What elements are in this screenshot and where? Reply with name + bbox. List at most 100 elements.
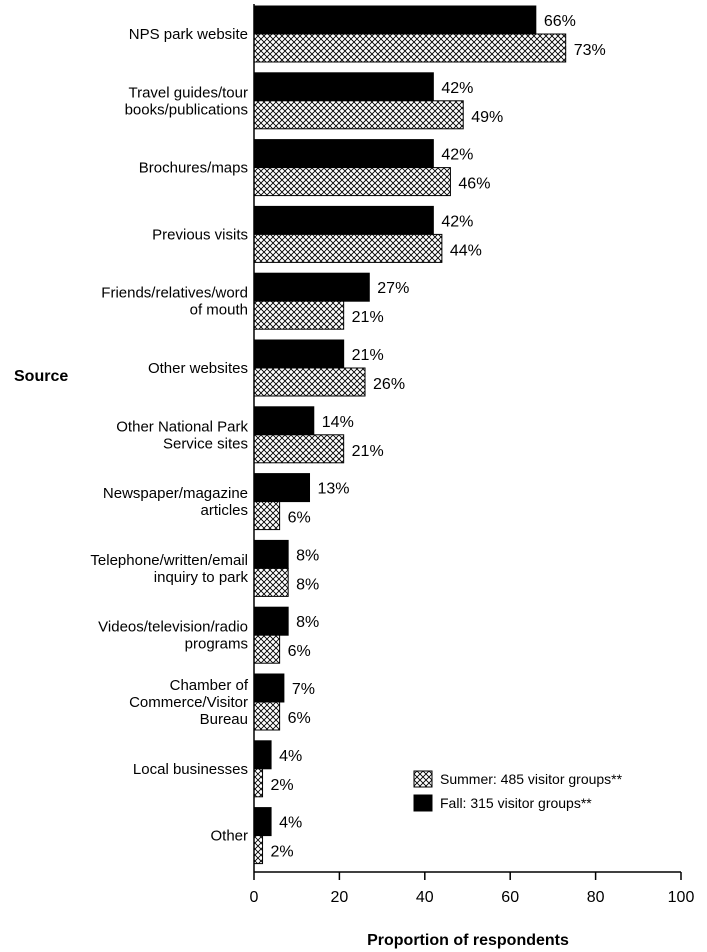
category-label-line: programs [185, 636, 248, 653]
value-label-summer-5: 26% [373, 376, 405, 393]
category-label-line: Other websites [148, 360, 248, 377]
category-label-9: Videos/television/radio programs [98, 619, 248, 653]
category-label-11: Local businesses [133, 761, 248, 778]
category-label-line: Telephone/written/email [90, 552, 248, 569]
x-tick-label-3: 60 [501, 889, 519, 906]
legend: Summer: 485 visitor groups** Fall: 315 v… [413, 770, 623, 812]
value-label-fall-11: 4% [279, 748, 302, 765]
value-label-summer-10: 6% [288, 710, 311, 727]
value-label-fall-10: 7% [292, 681, 315, 698]
bar-fall-7 [253, 473, 311, 503]
category-label-2: Brochures/maps [139, 160, 248, 177]
category-label-4: Friends/relatives/word of mouth [101, 285, 248, 319]
value-label-fall-3: 42% [441, 213, 473, 230]
bar-fall-1 [253, 72, 434, 102]
value-label-summer-1: 49% [471, 109, 503, 126]
x-ticks-group: 0 20 40 60 80 100 [250, 872, 695, 906]
x-tick-label-1: 20 [331, 889, 349, 906]
category-label-line: Local businesses [133, 761, 248, 778]
category-label-line: Brochures/maps [139, 160, 248, 177]
bar-summer-5 [253, 367, 366, 397]
category-labels-group: NPS park website Travel guides/tour books/… [90, 26, 248, 845]
category-label-line: books/publications [125, 101, 248, 118]
bar-fall-9 [253, 606, 289, 636]
value-label-fall-2: 42% [441, 147, 473, 164]
category-label-8: Telephone/written/email inquiry to park [90, 552, 248, 586]
bar-summer-7 [253, 501, 281, 531]
category-label-6: Other National Park Service sites [116, 418, 248, 452]
bar-fall-8 [253, 539, 289, 569]
bar-summer-3 [253, 233, 443, 263]
bar-fall-6 [253, 406, 315, 436]
value-label-fall-9: 8% [296, 614, 319, 631]
category-label-line: Travel guides/tour [128, 84, 248, 101]
bar-summer-1 [253, 100, 464, 130]
value-label-fall-0: 66% [544, 13, 576, 30]
value-label-summer-11: 2% [271, 777, 294, 794]
bars-group [253, 5, 567, 865]
bar-fall-10 [253, 673, 285, 703]
bar-fall-3 [253, 205, 434, 235]
category-label-line: Newspaper/magazine [103, 485, 248, 502]
bar-fall-4 [253, 272, 370, 302]
bar-summer-0 [253, 33, 567, 63]
value-label-summer-8: 8% [296, 576, 319, 593]
category-label-12: Other [210, 828, 248, 845]
category-label-line: NPS park website [129, 26, 248, 43]
bar-summer-9 [253, 634, 281, 664]
category-label-line: Commerce/Visitor [129, 694, 248, 711]
value-label-fall-7: 13% [318, 481, 350, 498]
bar-summer-8 [253, 567, 289, 597]
value-label-summer-6: 21% [352, 443, 384, 460]
x-tick-label-5: 100 [668, 889, 695, 906]
bar-fall-5 [253, 339, 345, 369]
value-label-summer-4: 21% [352, 309, 384, 326]
category-label-line: inquiry to park [154, 569, 249, 586]
value-label-summer-2: 46% [458, 176, 490, 193]
value-label-summer-7: 6% [288, 510, 311, 527]
x-tick-label-4: 80 [587, 889, 605, 906]
legend-label-fall: Fall: 315 visitor groups** [440, 795, 592, 811]
legend-swatch-fall [413, 794, 433, 812]
x-tick-label-2: 40 [416, 889, 434, 906]
bar-fall-2 [253, 139, 434, 169]
value-label-fall-5: 21% [352, 347, 384, 364]
value-label-summer-9: 6% [288, 643, 311, 660]
category-label-line: Previous visits [152, 226, 248, 243]
value-label-summer-3: 44% [450, 242, 482, 259]
category-label-line: Other [210, 828, 248, 845]
category-label-5: Other websites [148, 360, 248, 377]
x-tick-label-0: 0 [250, 889, 259, 906]
bar-summer-11 [253, 768, 264, 798]
value-label-fall-6: 14% [322, 414, 354, 431]
value-labels-group: 66% 73% 42% 49% 42% 46% 42% 44% 27% 21% 21% 26% 14% 2… [271, 13, 606, 861]
category-label-line: Bureau [200, 711, 248, 728]
category-label-7: Newspaper/magazine articles [103, 485, 248, 519]
bar-summer-4 [253, 300, 345, 330]
bar-summer-2 [253, 167, 451, 197]
bar-summer-10 [253, 701, 281, 731]
category-label-line: Friends/relatives/word [101, 285, 248, 302]
category-label-line: Other National Park [116, 418, 248, 435]
bar-fall-12 [253, 807, 272, 837]
legend-swatch-summer [413, 770, 433, 788]
bar-fall-11 [253, 740, 272, 770]
x-axis-title: Proportion of respondents [367, 932, 569, 949]
bar-fall-0 [253, 5, 537, 35]
value-label-fall-1: 42% [441, 80, 473, 97]
category-label-line: Service sites [163, 435, 248, 452]
category-label-line: Chamber of [170, 677, 249, 694]
category-label-1: Travel guides/tour books/publications [125, 84, 248, 118]
bar-summer-12 [253, 835, 264, 865]
category-label-0: NPS park website [129, 26, 248, 43]
category-label-line: of mouth [190, 302, 248, 319]
category-label-3: Previous visits [152, 226, 248, 243]
value-label-fall-4: 27% [377, 280, 409, 297]
value-label-summer-0: 73% [574, 42, 606, 59]
category-label-10: Chamber of Commerce/Visitor Bureau [129, 677, 249, 728]
value-label-fall-8: 8% [296, 547, 319, 564]
y-axis-title: Source [14, 368, 68, 385]
value-label-summer-12: 2% [271, 844, 294, 861]
legend-label-summer: Summer: 485 visitor groups** [440, 771, 623, 787]
